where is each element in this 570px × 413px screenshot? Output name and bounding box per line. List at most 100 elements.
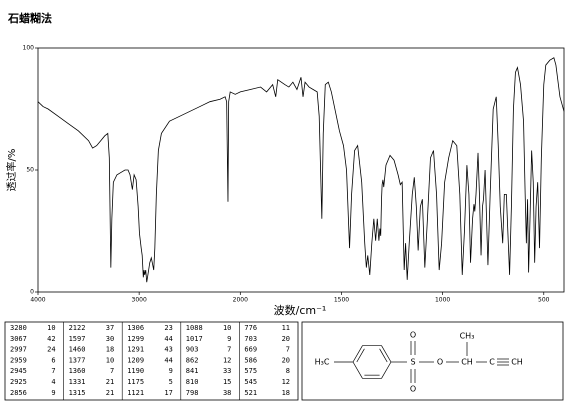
bond — [381, 361, 392, 379]
atom-label: C — [489, 358, 495, 367]
y-tick-label: 0 — [30, 289, 34, 296]
bond — [356, 348, 365, 363]
y-axis-label: 透过率/% — [5, 149, 18, 192]
peak-transmittance: 30 — [106, 335, 114, 343]
peak-transmittance: 33 — [223, 367, 231, 375]
peak-wavenumber: 810 — [186, 378, 199, 386]
peak-wavenumber: 1175 — [127, 378, 144, 386]
peak-wavenumber: 1190 — [127, 367, 144, 375]
peak-wavenumber: 2925 — [10, 378, 27, 386]
peak-transmittance: 7 — [286, 346, 290, 354]
y-tick-label: 50 — [26, 167, 34, 174]
peak-transmittance: 9 — [51, 389, 55, 397]
peak-transmittance: 9 — [169, 367, 173, 375]
atom-label: O — [410, 385, 416, 394]
peak-wavenumber: 3067 — [10, 335, 27, 343]
peak-wavenumber: 862 — [186, 356, 199, 364]
peak-wavenumber: 2959 — [10, 356, 27, 364]
atom-label: CH — [511, 358, 523, 367]
peak-wavenumber: 545 — [244, 378, 257, 386]
peak-wavenumber: 575 — [244, 367, 257, 375]
peak-transmittance: 6 — [51, 356, 55, 364]
peak-transmittance: 5 — [169, 378, 173, 386]
peak-transmittance: 8 — [286, 367, 290, 375]
peak-wavenumber: 1360 — [69, 367, 86, 375]
peak-transmittance: 44 — [164, 356, 172, 364]
peak-transmittance: 12 — [223, 356, 231, 364]
atom-label: O — [437, 358, 443, 367]
peak-transmittance: 4 — [51, 378, 55, 386]
x-tick-label: 500 — [538, 297, 550, 304]
peak-wavenumber: 1017 — [186, 335, 203, 343]
peak-wavenumber: 3280 — [10, 324, 27, 332]
peak-wavenumber: 1331 — [69, 378, 86, 386]
peak-wavenumber: 2945 — [10, 367, 27, 375]
peak-transmittance: 38 — [223, 389, 231, 397]
peak-wavenumber: 521 — [244, 389, 257, 397]
peak-transmittance: 23 — [164, 324, 172, 332]
atom-label: S — [410, 358, 415, 367]
peak-wavenumber: 903 — [186, 346, 199, 354]
peak-wavenumber: 2122 — [69, 324, 86, 332]
atom-label: O — [410, 331, 416, 340]
peak-wavenumber: 2997 — [10, 346, 27, 354]
bond — [352, 345, 363, 363]
peak-wavenumber: 669 — [244, 346, 257, 354]
peak-transmittance: 12 — [282, 378, 290, 386]
table-frame — [4, 321, 299, 401]
peak-wavenumber: 1597 — [69, 335, 86, 343]
peak-transmittance: 20 — [282, 335, 290, 343]
bond — [379, 348, 388, 363]
bond — [381, 345, 392, 363]
peak-wavenumber: 1306 — [127, 324, 144, 332]
x-tick-label: 1500 — [334, 297, 349, 304]
peak-transmittance: 18 — [106, 346, 114, 354]
peak-transmittance: 18 — [282, 389, 290, 397]
peak-transmittance: 9 — [227, 335, 231, 343]
peak-wavenumber: 841 — [186, 367, 199, 375]
peak-wavenumber: 1121 — [127, 389, 144, 397]
peak-wavenumber: 1460 — [69, 346, 86, 354]
peak-transmittance: 21 — [106, 378, 114, 386]
peak-wavenumber: 776 — [244, 324, 257, 332]
peak-transmittance: 7 — [51, 367, 55, 375]
atom-label: CH₃ — [460, 332, 475, 341]
peak-transmittance: 11 — [282, 324, 290, 332]
peak-transmittance: 7 — [227, 346, 231, 354]
peak-transmittance: 10 — [223, 324, 231, 332]
x-tick-label: 1000 — [435, 297, 450, 304]
chart-title: 石蜡糊法 — [7, 11, 52, 25]
peak-wavenumber: 2856 — [10, 389, 27, 397]
peak-wavenumber: 798 — [186, 389, 199, 397]
atom-label: H₃C — [315, 358, 330, 367]
peak-transmittance: 43 — [164, 346, 172, 354]
peak-transmittance: 10 — [106, 356, 114, 364]
spectrum-line — [37, 57, 565, 283]
peak-transmittance: 10 — [47, 324, 55, 332]
bond — [352, 361, 363, 379]
peak-wavenumber: 1088 — [186, 324, 203, 332]
peak-transmittance: 24 — [47, 346, 55, 354]
peak-wavenumber: 1377 — [69, 356, 86, 364]
structure-frame — [301, 321, 564, 401]
peak-transmittance: 17 — [164, 389, 172, 397]
x-tick-label: 3000 — [132, 297, 147, 304]
peak-transmittance: 37 — [106, 324, 114, 332]
peak-transmittance: 7 — [110, 367, 114, 375]
peak-transmittance: 21 — [106, 389, 114, 397]
x-tick-label: 4000 — [30, 297, 45, 304]
y-tick-label: 100 — [23, 45, 35, 52]
x-tick-label: 2000 — [233, 297, 248, 304]
atom-label: CH — [461, 358, 473, 367]
peak-wavenumber: 586 — [244, 356, 257, 364]
x-axis-label: 波数/cm⁻¹ — [274, 304, 327, 317]
peak-wavenumber: 1209 — [127, 356, 144, 364]
peak-transmittance: 20 — [282, 356, 290, 364]
peak-wavenumber: 1315 — [69, 389, 86, 397]
peak-transmittance: 15 — [223, 378, 231, 386]
peak-wavenumber: 1299 — [127, 335, 144, 343]
peak-transmittance: 42 — [47, 335, 55, 343]
peak-wavenumber: 1291 — [127, 346, 144, 354]
peak-wavenumber: 703 — [244, 335, 257, 343]
